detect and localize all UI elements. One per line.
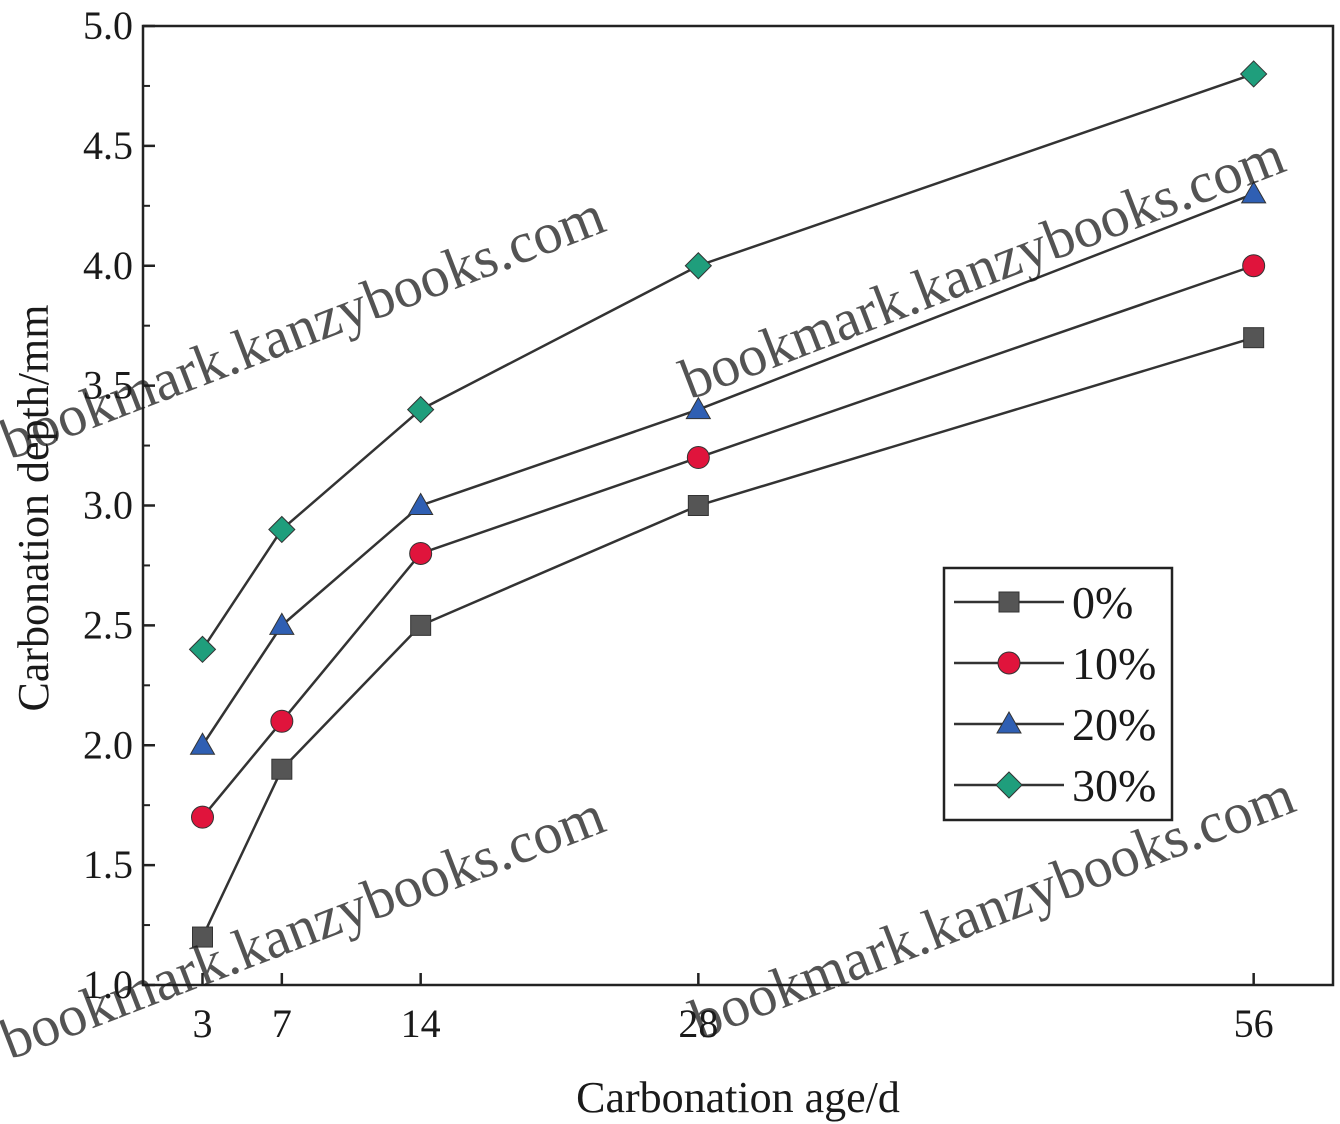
data-point-30pct (406, 395, 435, 424)
x-tick-label: 3 (193, 1001, 213, 1046)
legend-label-10pct: 10% (1072, 638, 1156, 689)
y-tick-label: 1.0 (83, 962, 133, 1007)
legend-box (942, 566, 1174, 822)
data-point-20pct (1240, 180, 1267, 204)
data-point-10pct (270, 709, 294, 733)
y-tick-label: 4.5 (83, 123, 133, 168)
y-tick-label: 3.5 (83, 363, 133, 408)
x-tick-label: 14 (401, 1001, 441, 1046)
x-tick-label: 28 (678, 1001, 718, 1046)
y-tick-label: 1.5 (83, 842, 133, 887)
data-point-20pct (407, 492, 434, 515)
y-tick-label: 5.0 (83, 3, 133, 48)
watermark-text: bookmark.kanzybooks.com (0, 182, 613, 472)
data-point-10pct (1242, 254, 1266, 278)
x-tick-label: 56 (1234, 1001, 1274, 1046)
data-point-0pct (410, 614, 432, 636)
legend-marker-10pct (997, 651, 1021, 675)
y-tick-label: 4.0 (83, 243, 133, 288)
data-point-10pct (191, 805, 214, 829)
watermark-text: bookmark.kanzybooks.com (671, 122, 1293, 412)
data-point-0pct (687, 495, 709, 516)
legend-label-30pct: 30% (1072, 760, 1156, 811)
series-markers (188, 60, 1268, 948)
data-point-10pct (686, 446, 710, 470)
data-point-30pct (1239, 60, 1268, 88)
data-point-30pct (188, 635, 217, 664)
legend-label-20pct: 20% (1072, 699, 1156, 750)
x-axis-ticks: 3 7 14 28 56 (193, 973, 1274, 1046)
legend-marker-30pct (995, 771, 1023, 799)
y-tick-label: 2.0 (83, 722, 133, 767)
data-point-20pct (685, 396, 712, 420)
legend-marker-20pct (996, 710, 1022, 734)
y-tick-label: 3.0 (83, 483, 133, 528)
data-point-10pct (409, 541, 433, 565)
legend-label-0pct: 0% (1072, 577, 1133, 628)
x-tick-label: 7 (272, 1001, 292, 1046)
watermark-text: bookmark.kanzybooks.com (0, 782, 613, 1072)
x-axis-title: Carbonation age/d (576, 1073, 900, 1122)
data-point-0pct (271, 758, 293, 780)
legend-marker-0pct (998, 591, 1020, 613)
y-axis-ticks: 1.0 1.5 2.0 2.5 3.0 3.5 4.0 4.5 5.0 (83, 3, 155, 1007)
data-point-20pct (268, 612, 295, 635)
data-point-30pct (268, 515, 296, 544)
data-point-0pct (1243, 327, 1265, 349)
data-point-20pct (189, 732, 216, 755)
data-point-0pct (192, 926, 213, 948)
y-axis-title: Carbonation depth/mm (9, 305, 58, 712)
legend: 0% 10% 20% 30% (942, 566, 1174, 822)
data-point-30pct (684, 252, 713, 280)
y-tick-label: 2.5 (83, 602, 133, 647)
